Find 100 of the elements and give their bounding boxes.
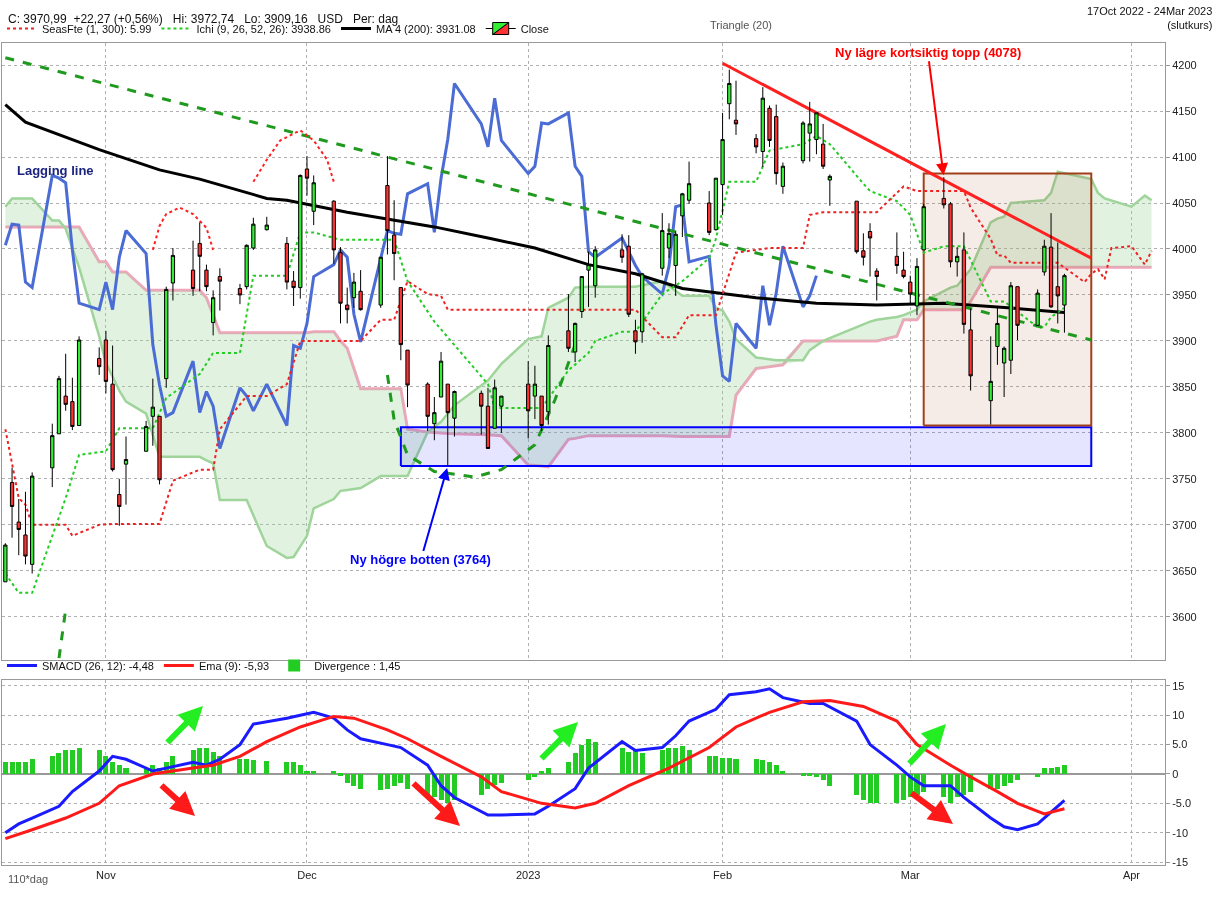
candlestick (479, 390, 484, 436)
candlestick (197, 221, 202, 292)
bar (814, 774, 819, 777)
bar (861, 774, 866, 800)
candlestick (164, 286, 169, 389)
candlestick (398, 287, 403, 361)
candlestick (30, 471, 35, 575)
candlestick (204, 264, 209, 292)
candlestick (767, 105, 772, 148)
candlestick (720, 112, 725, 216)
candlestick (23, 491, 28, 565)
bar (251, 760, 256, 774)
candlestick (385, 155, 390, 255)
candlestick (579, 276, 584, 319)
candlestick (660, 212, 665, 277)
chart-subtitle: 17Oct 2022 - 24Mar 2023 (slutkurs) (1087, 5, 1213, 32)
candlestick (532, 365, 538, 420)
line-series (151, 206, 215, 251)
candlestick (821, 123, 826, 170)
candlestick (894, 231, 900, 275)
candlestick (63, 353, 68, 412)
bar (331, 771, 336, 774)
candlestick (753, 133, 759, 154)
bar (264, 761, 269, 774)
bar (244, 759, 249, 774)
bar (63, 750, 68, 774)
line-series (3, 81, 818, 451)
candlestick (707, 190, 712, 236)
candlestick (50, 423, 55, 488)
y-tick-label: 10 (1172, 709, 1185, 722)
bar (70, 750, 75, 774)
candlestick (566, 293, 571, 353)
legend-label: Divergence : 1,45 (314, 659, 401, 672)
bar (633, 750, 638, 774)
line-series (252, 129, 335, 183)
bar (720, 758, 725, 774)
bar (1042, 768, 1047, 774)
candlestick (666, 222, 672, 259)
candlestick (586, 251, 591, 308)
bar (3, 762, 8, 774)
x-tick-label: Nov (96, 869, 117, 882)
candlestick (351, 272, 357, 309)
candlestick (190, 240, 196, 297)
bar (291, 762, 296, 774)
candlestick (110, 345, 115, 472)
y-tick-label: 5.0 (1172, 738, 1188, 751)
bar (1062, 765, 1067, 774)
candlestick (499, 395, 504, 434)
bar (30, 759, 35, 774)
candlestick (948, 201, 953, 268)
y-tick-label: 4000 (1172, 242, 1197, 255)
candlestick (526, 360, 531, 439)
candlestick (988, 335, 993, 426)
candlestick (901, 251, 906, 279)
x-tick-label: 2023 (515, 869, 541, 882)
bar (110, 762, 115, 774)
candlestick (1042, 239, 1047, 277)
y-tick-label: 3900 (1172, 334, 1197, 347)
bar (358, 774, 363, 789)
bar (539, 771, 544, 774)
candlestick (157, 415, 162, 485)
candlestick (673, 231, 678, 297)
candlestick (150, 378, 155, 447)
x-tick-label: Feb (713, 869, 733, 882)
y-tick-label: 3650 (1172, 564, 1197, 577)
candlestick (244, 243, 249, 290)
bar (237, 759, 242, 774)
candlestick (3, 542, 8, 583)
candlestick (1048, 212, 1054, 309)
y-tick-label: 3750 (1172, 472, 1197, 485)
candlestick (485, 387, 491, 450)
bar (901, 774, 906, 800)
candlestick (814, 112, 819, 155)
y-tick-label: 0 (1172, 767, 1179, 780)
candlestick (713, 177, 719, 232)
candlestick (251, 217, 256, 251)
candlestick (405, 349, 410, 408)
candlestick (445, 383, 450, 467)
candlestick (921, 203, 926, 251)
candlestick (291, 270, 296, 307)
candlestick (311, 174, 316, 226)
candlestick (9, 467, 15, 539)
candlestick (432, 396, 437, 441)
bar (499, 774, 504, 783)
legend-label: SMACD (26, 12): -4,48 (42, 659, 154, 672)
bar (546, 768, 551, 774)
legend-label: Ema (9): -5,93 (198, 659, 270, 672)
candlestick (941, 176, 946, 210)
candlestick (304, 155, 310, 197)
candlestick (298, 173, 303, 300)
bar (284, 762, 289, 774)
line-series (3, 225, 1154, 469)
y-tick-label: 4050 (1172, 196, 1197, 209)
bar (894, 774, 899, 803)
bar (995, 774, 1000, 789)
bar (77, 748, 82, 774)
x-tick-label: Apr (1122, 869, 1141, 882)
candlestick (237, 283, 243, 305)
candlestick (807, 101, 812, 163)
y-tick-label: 3800 (1172, 426, 1197, 439)
